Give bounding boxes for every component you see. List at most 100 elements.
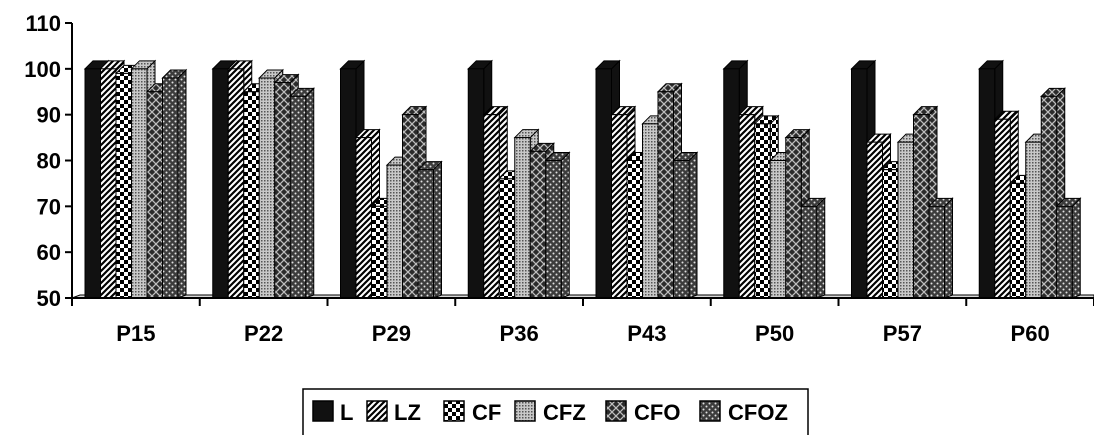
legend-item-CF: CF (443, 400, 501, 425)
bar-front (1056, 205, 1073, 299)
bar-front (483, 114, 500, 299)
bar-CFOZ-P57 (927, 197, 954, 299)
bar-front (258, 77, 276, 299)
legend-swatch (605, 400, 627, 422)
bar-side (944, 197, 953, 299)
bar-side (177, 68, 187, 299)
bar-front (355, 137, 372, 299)
x-tick-label: P15 (116, 321, 155, 346)
bar-front (146, 91, 163, 299)
y-tick-label: 60 (37, 240, 61, 265)
y-tick-label: 50 (37, 286, 61, 311)
bar-side (816, 197, 826, 299)
bar-CFOZ-P15 (161, 68, 188, 299)
bar-front (913, 114, 930, 299)
legend-item-CFO: CFO (605, 400, 680, 425)
bar-CFOZ-P43 (672, 151, 699, 299)
bar-front (738, 114, 756, 299)
legend-swatch (514, 400, 536, 422)
bar-front (928, 205, 945, 299)
bar-front (785, 137, 802, 299)
bar-front (84, 68, 101, 299)
y-tick-label: 90 (37, 103, 61, 128)
bar-front (100, 68, 117, 299)
bar-front (514, 137, 531, 299)
bar-front (417, 169, 434, 299)
bar-front (769, 160, 787, 299)
bar-side (1071, 197, 1081, 299)
legend-label: CFO (634, 400, 680, 425)
bar-front (1040, 95, 1058, 299)
bar-front (882, 169, 899, 299)
legend-item-CFOZ: CFOZ (699, 400, 788, 425)
x-tick-label: P29 (372, 321, 411, 346)
legend-swatch (699, 400, 721, 422)
bar-CFOZ-P22 (289, 87, 315, 299)
x-axis: P15 P22 P29 P36 P43 P50 P57 P60 (71, 297, 1094, 346)
legend-item-LZ: LZ (366, 400, 421, 425)
bar-front (994, 118, 1011, 299)
x-tick-label: P36 (500, 321, 539, 346)
bars (83, 59, 1082, 299)
bar-front (498, 178, 516, 299)
legend-label: CF (472, 400, 501, 425)
legend-item-CFZ: CFZ (514, 400, 586, 425)
bar-front (162, 77, 179, 299)
bar-front (131, 68, 148, 299)
legend-label: LZ (394, 400, 421, 425)
legend-swatch (312, 400, 334, 422)
y-axis: 50 60 70 80 90 100 110 (24, 11, 73, 311)
legend-item-L: L (312, 400, 353, 425)
y-tick-label: 80 (37, 149, 61, 174)
bar-front (800, 205, 818, 299)
x-tick-label: P57 (883, 321, 922, 346)
y-tick-label: 70 (37, 194, 61, 219)
legend-swatch (443, 400, 465, 422)
bar-front (723, 68, 740, 299)
bar-CFOZ-P29 (416, 160, 443, 299)
bar-front (673, 160, 690, 299)
legend-swatch (366, 400, 388, 422)
legend-label: L (340, 400, 353, 425)
bar-front (851, 68, 868, 299)
bar-front (595, 68, 612, 299)
bar-CFOZ-P50 (800, 197, 826, 299)
bar-side (433, 160, 442, 299)
bar-front (866, 141, 883, 299)
bar-CFOZ-P60 (1055, 197, 1082, 299)
bar-front (227, 68, 245, 299)
bar-side (560, 151, 570, 299)
x-tick-label: P60 (1011, 321, 1050, 346)
bar-front (642, 123, 659, 299)
bar-front (212, 68, 229, 299)
bar-front (371, 205, 388, 299)
bar-front (754, 123, 771, 299)
bar-front (243, 91, 260, 299)
legend: L LZ CF CFZ CFO CFOZ (302, 388, 809, 435)
x-tick-label: P22 (244, 321, 283, 346)
bar-front (897, 141, 914, 299)
bar-front (289, 95, 307, 299)
y-tick-label: 100 (24, 57, 61, 82)
bar-front (115, 72, 132, 299)
bar-front (529, 150, 547, 299)
bar-front (402, 114, 419, 299)
bar-front (545, 160, 562, 299)
bar-CFOZ-P36 (544, 151, 571, 299)
bar-front (467, 68, 485, 299)
bar-side (305, 87, 315, 299)
bar-front (626, 160, 643, 299)
bar-front (1025, 141, 1042, 299)
bar-front (611, 114, 628, 299)
legend-label: CFZ (543, 400, 586, 425)
bar-front (340, 68, 357, 299)
bar-side (688, 151, 698, 299)
legend-label: CFOZ (728, 400, 788, 425)
bar-front (274, 82, 291, 299)
bar-front (657, 91, 674, 299)
x-tick-label: P43 (627, 321, 666, 346)
bar-front (978, 68, 996, 299)
bar-front (1009, 182, 1027, 299)
y-tick-label: 110 (26, 11, 62, 36)
